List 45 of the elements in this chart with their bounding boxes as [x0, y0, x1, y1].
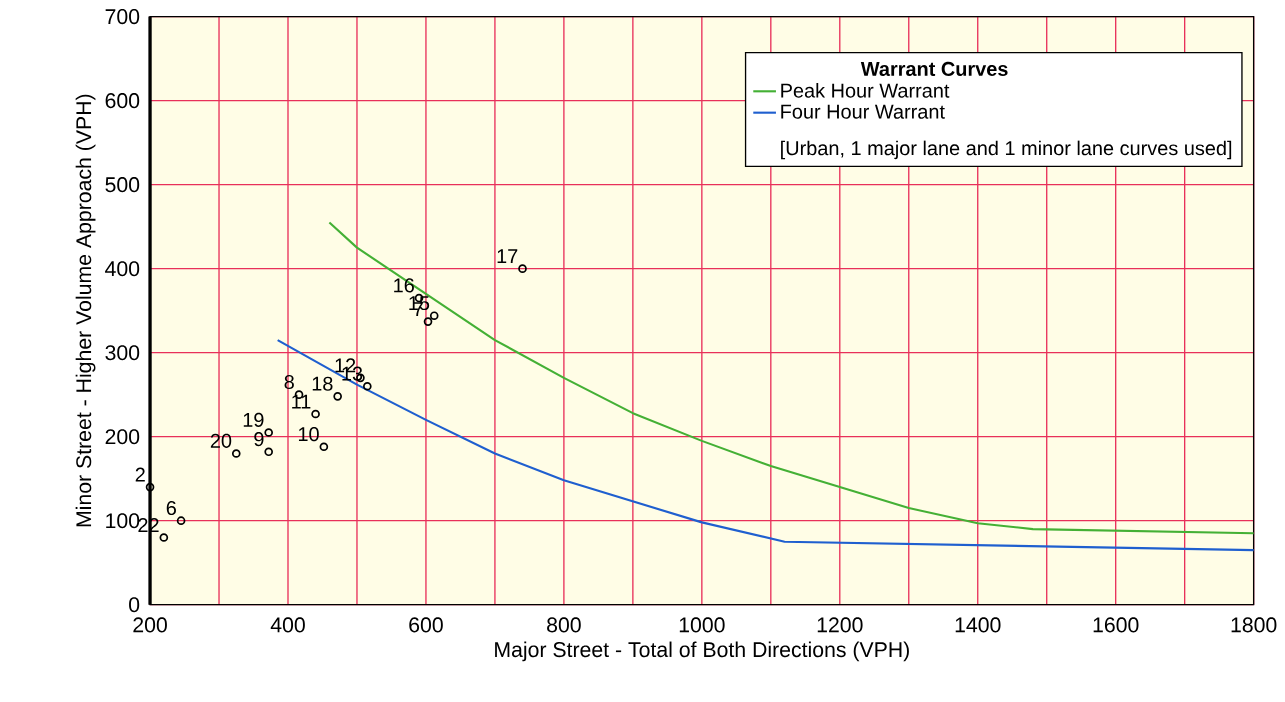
- x-tick-label: 600: [409, 617, 443, 633]
- x-tick-label: 800: [547, 617, 581, 633]
- point: [264, 428, 274, 437]
- point: [429, 311, 439, 321]
- annotation: 18: [312, 376, 333, 391]
- annotation: 6: [166, 501, 176, 516]
- y-tick-label: 400: [105, 261, 140, 277]
- annotation: 11: [292, 394, 311, 409]
- annotation: 8: [284, 375, 294, 390]
- point: [423, 317, 433, 326]
- point: [231, 449, 241, 458]
- point: [176, 516, 186, 526]
- point: [311, 409, 320, 419]
- legend-label: Four Hour Warrant: [781, 104, 945, 119]
- y-tick-label: 600: [105, 93, 140, 109]
- annotation: 16: [394, 278, 414, 293]
- point: [159, 533, 169, 542]
- point: [333, 392, 342, 401]
- y-tick-label: 200: [105, 429, 140, 445]
- annotation: 20: [210, 433, 232, 448]
- y-tick-label: 0: [129, 597, 140, 613]
- y-axis-title: Minor Street - Higher Volume Approach (VPH): [75, 94, 96, 527]
- x-tick-label: 200: [133, 617, 167, 633]
- point: [264, 447, 274, 457]
- point: [518, 264, 527, 274]
- x-tick-label: 1400: [955, 617, 1001, 633]
- y-tick-label: 100: [106, 513, 140, 529]
- annotation: 17: [497, 249, 518, 264]
- y-tick-label: 500: [105, 177, 140, 193]
- legend-label: Peak Hour Warrant: [781, 83, 950, 98]
- point: [145, 482, 155, 492]
- legend-title: Warrant Curves: [860, 61, 1008, 77]
- annotation: [Urban, 1 major lane and 1 minor lane curves used]: [781, 140, 1232, 160]
- y-tick-label: 300: [105, 345, 140, 361]
- x-tick-label: 1600: [1093, 617, 1139, 633]
- x-axis-title: Major Street - Total of Both Directions (VPH): [495, 641, 909, 662]
- x-tick-label: 1000: [679, 617, 725, 633]
- x-tick-label: 1200: [817, 617, 863, 633]
- annotation: 19: [243, 412, 264, 427]
- point: [362, 382, 372, 391]
- y-tick-label: 700: [105, 9, 140, 25]
- x-tick-label: 400: [270, 617, 305, 633]
- x-tick-label: 1800: [1231, 617, 1277, 633]
- point: [319, 442, 329, 452]
- annotation: 2: [135, 467, 145, 482]
